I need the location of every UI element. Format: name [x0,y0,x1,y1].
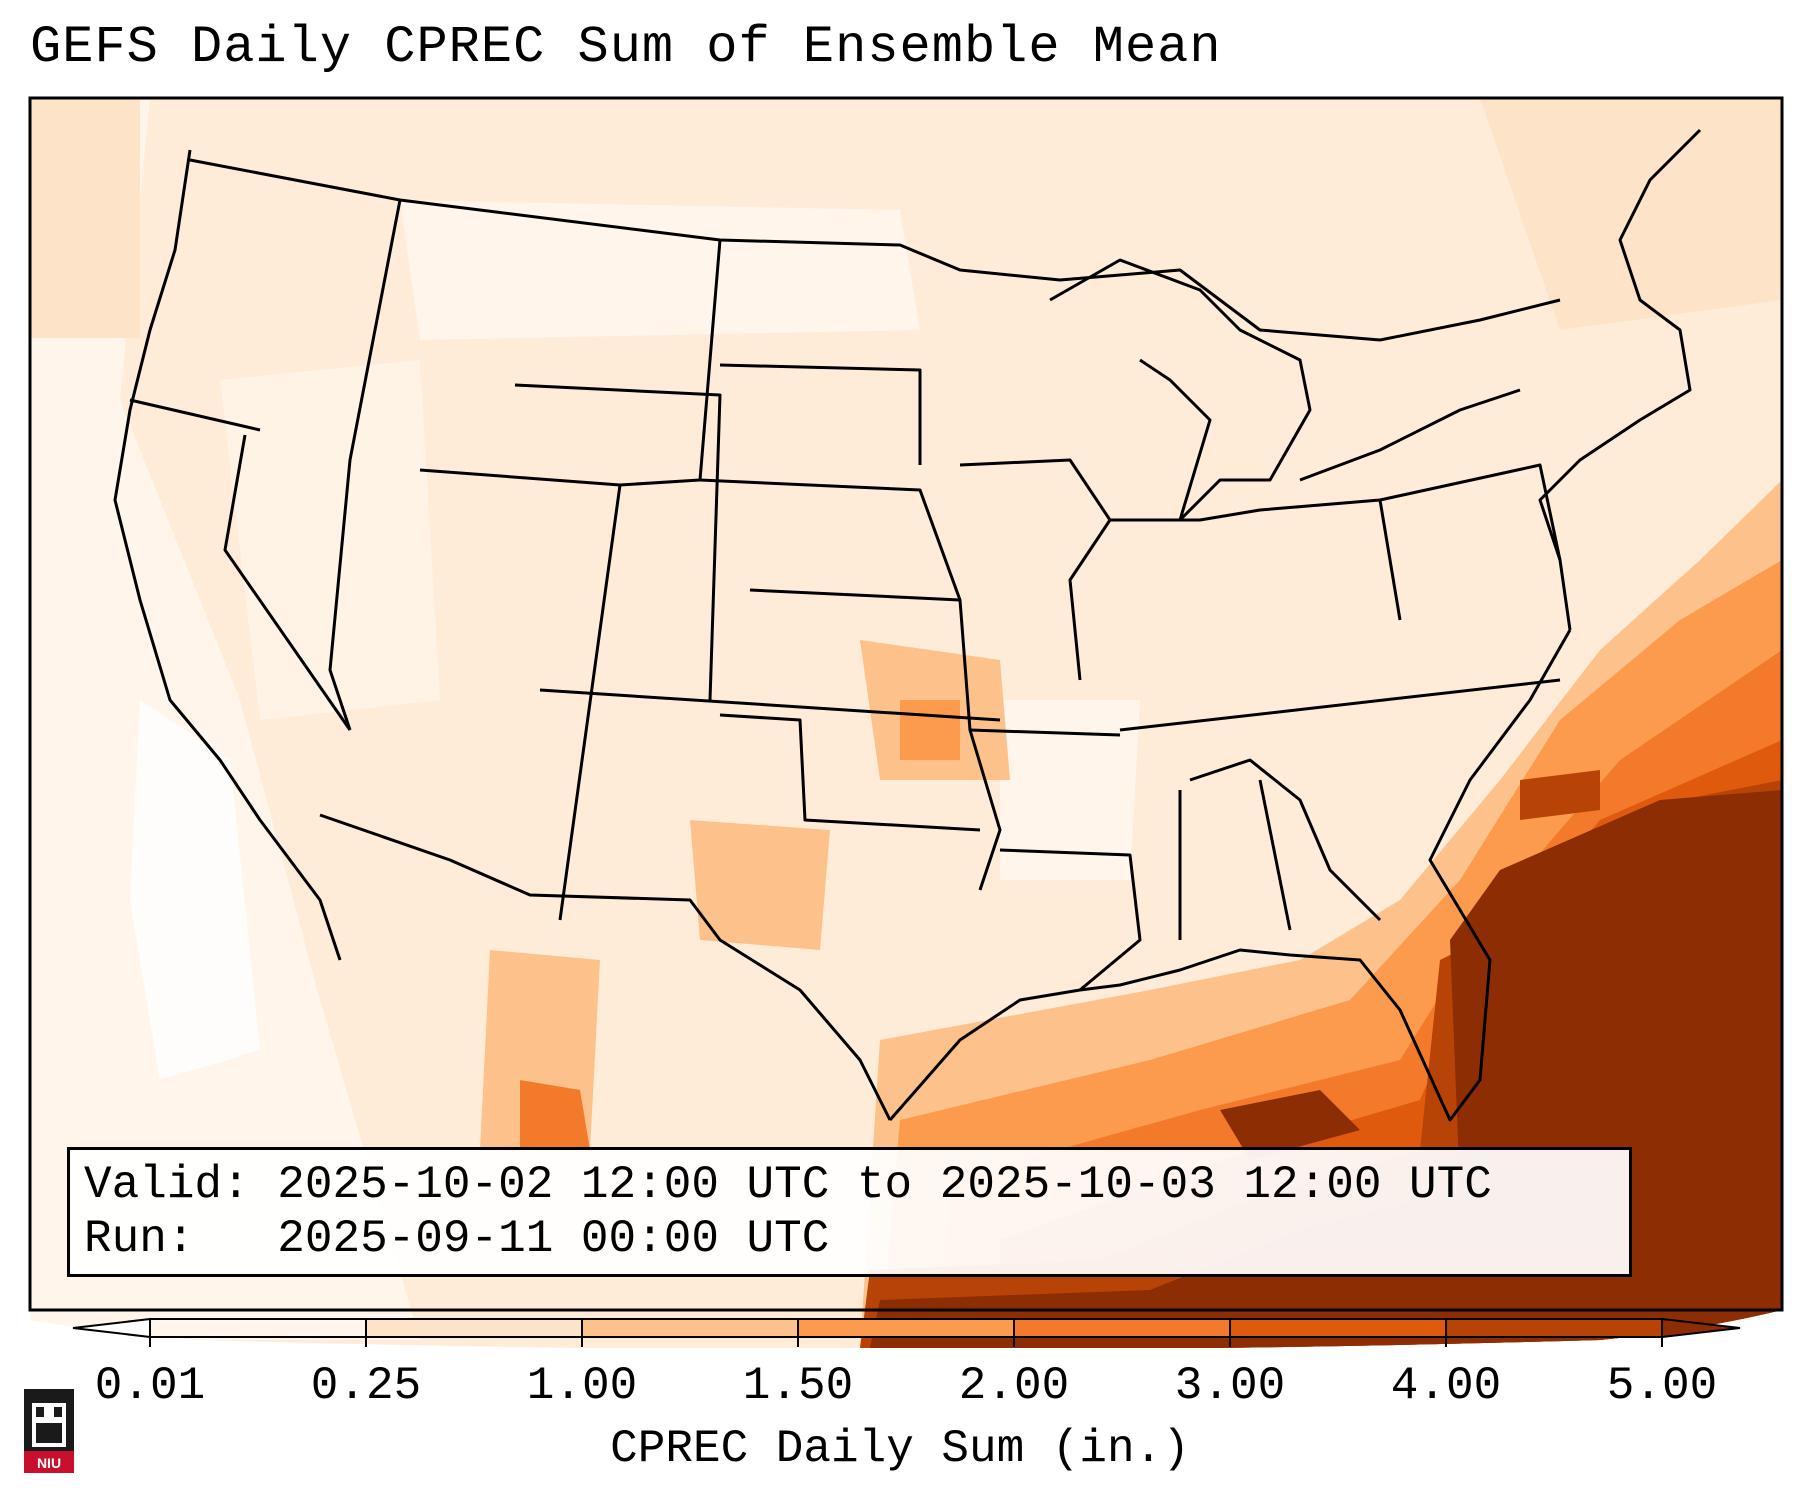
colorbar-label: CPREC Daily Sum (in.) [610,1423,1190,1475]
colorbar-tick-label: 3.00 [1174,1360,1286,1412]
colorbar-tick-label: 1.50 [742,1360,854,1412]
colorbar [72,1317,1741,1347]
colorbar-tick-label: 1.00 [526,1360,638,1412]
valid-value: 2025-10-02 12:00 UTC to 2025-10-03 12:00… [277,1159,1492,1211]
valid-run-box: Valid: 2025-10-02 12:00 UTC to 2025-10-0… [67,1147,1632,1277]
logo-text: NIU [37,1455,61,1471]
run-value: 2025-09-11 00:00 UTC [277,1213,830,1265]
map-title: GEFS Daily CPREC Sum of Ensemble Mean [30,18,1222,77]
colorbar-tick-label: 4.00 [1390,1360,1502,1412]
valid-label: Valid: [84,1159,250,1211]
colorbar-tick-label: 0.01 [94,1360,206,1412]
colorbar-tick-label: 5.00 [1606,1360,1718,1412]
valid-line: Valid: 2025-10-02 12:00 UTC to 2025-10-0… [84,1158,1615,1212]
run-label: Run: [84,1213,195,1265]
niu-logo: NIU [20,1385,78,1477]
run-line: Run: 2025-09-11 00:00 UTC [84,1212,1615,1266]
colorbar-tick-label: 0.25 [310,1360,422,1412]
colorbar-tick-label: 2.00 [958,1360,1070,1412]
